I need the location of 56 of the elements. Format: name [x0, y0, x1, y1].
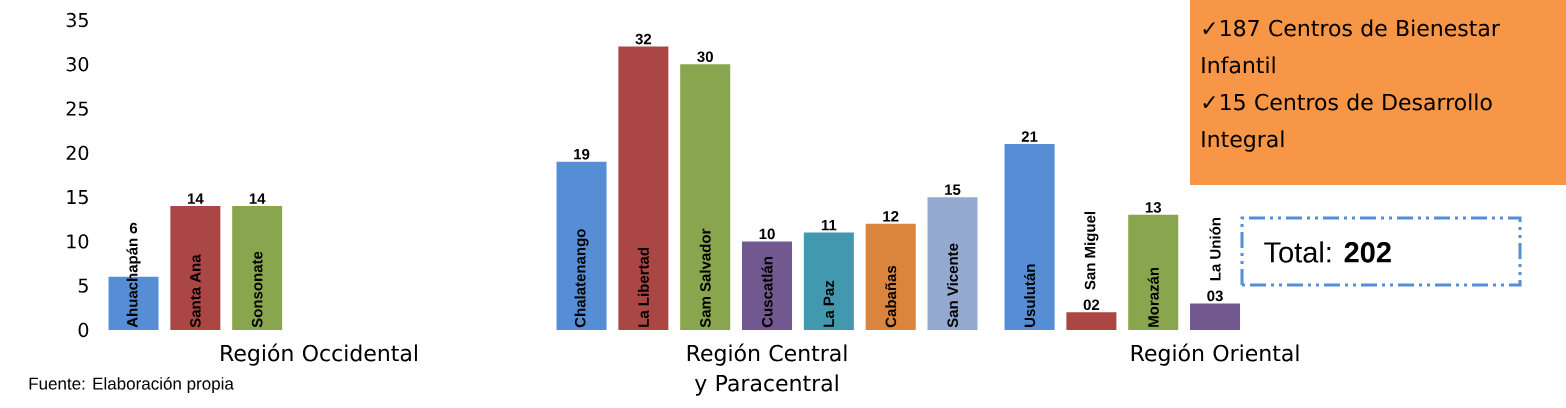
data-label: 02	[1083, 299, 1100, 311]
annotation: La Libertad	[637, 247, 649, 327]
bar	[232, 206, 283, 330]
bar	[618, 46, 669, 330]
bar	[1066, 312, 1117, 330]
y-tick-label: 0	[78, 322, 89, 338]
bar	[742, 241, 793, 330]
annotation: Ahuachapán	[126, 238, 141, 328]
bar	[803, 232, 854, 330]
annotation: La Paz	[823, 280, 835, 327]
annotation: Sam Salvador	[699, 228, 711, 328]
bar	[1128, 214, 1179, 330]
annotation: Cabañas	[885, 265, 897, 328]
data-label: 14	[249, 193, 266, 204]
source-note: Fuente: Elaboración propia	[29, 376, 234, 394]
data-label: 13	[1145, 202, 1162, 213]
data-label: 21	[1021, 131, 1038, 142]
bar	[680, 64, 731, 330]
data-label: 15	[945, 184, 961, 195]
y-tick-label: 10	[67, 234, 89, 249]
bar	[865, 223, 916, 330]
annotation: San Vicente	[946, 243, 959, 328]
annotation: ✓187 Centros de Bienestar Infantil	[1202, 19, 1500, 74]
data-label: 03	[1207, 290, 1223, 302]
y-tick-label: 15	[67, 190, 88, 205]
y-tick-label: 30	[66, 57, 89, 72]
annotation: ✓15 Centros de Desarrollo Integral	[1202, 93, 1492, 152]
annotation: La Unión	[1209, 218, 1221, 281]
bar	[1190, 303, 1241, 330]
y-tick-label: 25	[66, 101, 88, 116]
data-label: 10	[759, 228, 775, 240]
bar	[1004, 144, 1055, 330]
data-label: 11	[821, 220, 837, 231]
data-label: 32	[635, 33, 652, 45]
data-label: 30	[697, 51, 713, 63]
annotation: Morazán	[1147, 267, 1159, 327]
x-tick-label: Región Oriental	[1131, 343, 1299, 366]
bar	[556, 161, 607, 330]
bar	[170, 206, 221, 330]
y-tick-label: 5	[78, 278, 88, 293]
x-tick-label: Región Occidental	[221, 343, 417, 366]
x-tick-label: Región Central y Paracentral	[687, 343, 847, 396]
annotation: Total: 202	[1264, 241, 1391, 263]
annotation: Sonsonate	[251, 251, 263, 328]
y-tick-label: 20	[66, 145, 89, 161]
annotation: San Miguel	[1084, 211, 1099, 290]
annotation: Santa Ana	[190, 254, 201, 328]
data-label: 14	[187, 193, 204, 204]
data-label: 6	[129, 222, 138, 234]
data-label: 19	[574, 148, 590, 160]
annotation: Chalatenango	[574, 229, 589, 328]
y-tick-label: 35	[66, 12, 88, 28]
bar	[927, 197, 978, 330]
data-label: 12	[883, 211, 899, 222]
annotation: Usulután	[1023, 264, 1036, 327]
annotation: Cuscatlán	[761, 257, 773, 328]
